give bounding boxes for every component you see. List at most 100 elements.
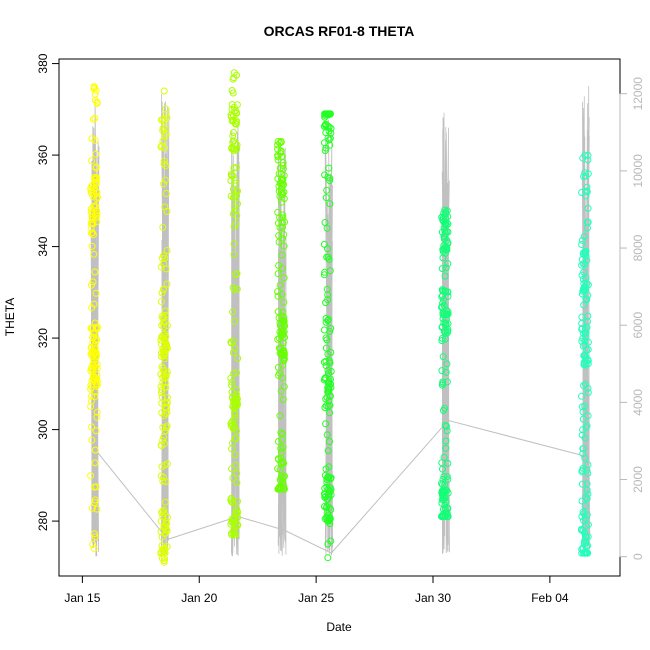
data-point (280, 473, 288, 481)
data-point (91, 393, 99, 401)
data-point (326, 177, 334, 185)
x-tick-label: Feb 04 (531, 591, 569, 605)
data-point (327, 324, 335, 332)
data-point (321, 268, 329, 276)
data-point (280, 298, 288, 306)
data-point (231, 344, 239, 352)
data-point (90, 375, 98, 383)
data-point (440, 310, 448, 318)
data-point (327, 506, 335, 513)
data-point (161, 549, 169, 557)
data-point (89, 365, 97, 373)
y-axis: 280 300 320 340 360 380 (36, 53, 60, 531)
data-point (580, 280, 588, 288)
data-point (93, 189, 101, 197)
data-point (324, 316, 332, 324)
data-point (160, 87, 168, 95)
series-rf06 (438, 112, 452, 554)
data-point (580, 516, 587, 524)
data-point (159, 116, 167, 123)
data-point (440, 287, 448, 295)
data-point (163, 422, 171, 430)
data-point (324, 540, 332, 548)
data-point (326, 357, 333, 365)
data-point (320, 240, 328, 248)
data-point (159, 223, 167, 231)
data-point (327, 125, 335, 132)
data-point (91, 268, 99, 276)
data-point (321, 171, 329, 179)
data-point (234, 497, 241, 505)
data-point (438, 459, 446, 467)
data-point (324, 253, 332, 261)
data-point (580, 233, 588, 240)
data-point (274, 438, 282, 445)
data-point (229, 349, 237, 356)
data-point (87, 281, 95, 289)
data-point (324, 554, 332, 562)
data-point (91, 499, 99, 507)
data-point (322, 129, 330, 137)
data-point (276, 224, 284, 231)
data-point (232, 508, 240, 516)
right-tick-label: 12000 (631, 77, 645, 111)
data-point (444, 329, 451, 337)
data-point (579, 287, 587, 295)
data-point (160, 558, 168, 566)
data-point (91, 533, 99, 541)
data-point (579, 450, 587, 458)
data-point (88, 423, 96, 431)
data-point (280, 242, 288, 250)
data-point (320, 326, 328, 334)
data-point (230, 145, 238, 153)
data-point (228, 378, 236, 386)
data-point (579, 415, 587, 423)
data-point (322, 374, 329, 382)
data-point (582, 424, 590, 432)
data-point (91, 388, 99, 396)
data-point (230, 74, 238, 82)
data-point (231, 411, 239, 419)
data-point (91, 483, 98, 491)
y-tick-label: 340 (36, 236, 50, 256)
right-tick-label: 2000 (631, 466, 645, 493)
data-point (162, 478, 169, 486)
data-point (324, 366, 332, 374)
data-point (438, 265, 446, 273)
data-point (232, 399, 240, 407)
data-point (157, 143, 165, 151)
data-point (159, 286, 167, 294)
data-point (438, 367, 446, 375)
data-point (578, 324, 586, 332)
data-point (579, 445, 587, 453)
chart-title: ORCAS RF01-8 THETA (264, 23, 415, 39)
data-point (162, 519, 170, 527)
data-point (581, 434, 589, 442)
data-point (274, 288, 282, 296)
data-point (276, 349, 284, 357)
data-point (230, 164, 238, 172)
data-point (327, 380, 335, 388)
data-point (444, 228, 452, 236)
data-point (229, 474, 237, 482)
data-point (277, 429, 285, 437)
data-point (584, 360, 592, 367)
data-point (278, 436, 286, 444)
data-point (441, 513, 449, 520)
data-point (228, 445, 236, 453)
data-point (441, 335, 449, 343)
data-point (93, 325, 101, 333)
data-point (227, 338, 235, 346)
right-tick-label: 10000 (631, 154, 645, 188)
data-point (90, 83, 98, 90)
data-point (326, 200, 334, 208)
data-point (581, 151, 589, 159)
data-point (324, 110, 332, 118)
data-point (161, 307, 169, 315)
data-point (162, 370, 170, 378)
data-point (442, 437, 450, 445)
data-point (438, 323, 446, 331)
data-point (278, 234, 286, 242)
data-point (159, 319, 167, 327)
x-tick-label: Jan 20 (181, 591, 217, 605)
